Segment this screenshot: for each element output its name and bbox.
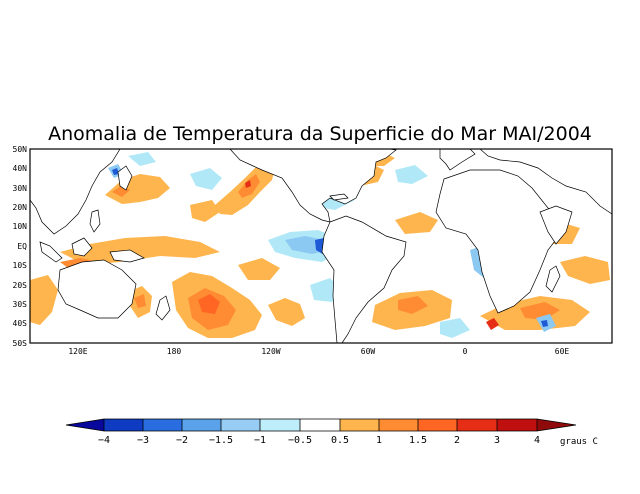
colorbar-label: −1 <box>254 435 266 446</box>
colorbar-label: 1.5 <box>409 435 427 446</box>
lon-tick-label: 0 <box>463 347 468 356</box>
cool-patch-north-pacific-west <box>190 168 222 190</box>
new-guinea-outline <box>109 249 145 263</box>
colorbar-segment <box>300 419 340 431</box>
europe-outline <box>439 148 476 171</box>
lon-tick-label: 120E <box>68 347 87 356</box>
lat-tick-label: 40S <box>13 319 28 328</box>
warm-patch-south-atlantic-core <box>398 296 428 314</box>
lat-tick-label: 50N <box>13 145 28 154</box>
colorbar-label: −4 <box>98 435 110 446</box>
colorbar-segment <box>340 419 379 431</box>
colorbar-label: 1 <box>376 435 382 446</box>
colorbar-label: −0.5 <box>288 435 312 446</box>
colorbar-units: graus C <box>560 437 598 447</box>
borneo-outline <box>71 237 93 257</box>
colorbar: −4 −3 −2 −1.5 −1 −0.5 0.5 1 1.5 2 3 4 gr… <box>65 418 598 447</box>
cool-patch-south-indian-core <box>541 320 548 327</box>
warm-patch-agulhas-hot <box>486 318 499 330</box>
colorbar-segment <box>182 419 221 431</box>
colorbar-segment <box>143 419 182 431</box>
lat-tick-label: 50S <box>13 339 28 348</box>
lon-tick-label: 60E <box>555 347 570 356</box>
longitude-axis: 120E 180 120W 60W 0 60E <box>68 347 569 356</box>
cool-patch-north-atlantic <box>395 165 428 184</box>
warm-patch-eastern-pacific-north <box>190 200 220 222</box>
warm-patch-warm-pool <box>60 236 220 265</box>
cool-patch-south-atlantic <box>440 318 470 338</box>
colorbar-segment <box>221 419 260 431</box>
colorbar-dividers <box>103 419 538 431</box>
colorbar-segment <box>537 419 576 431</box>
colorbar-segment <box>66 419 104 431</box>
madagascar-outline <box>545 265 561 293</box>
lat-tick-label: 20S <box>13 281 28 290</box>
warm-patch-indian-west-australia <box>30 275 58 325</box>
australia-outline <box>57 259 137 319</box>
cool-anomaly-patches <box>108 152 556 338</box>
philippines-outline <box>89 209 101 233</box>
colorbar-label: −3 <box>137 435 149 446</box>
warm-patch-tropical-atlantic <box>395 212 438 234</box>
colorbar-label: −2 <box>176 435 188 446</box>
lat-tick-label: EQ <box>17 242 27 251</box>
japan-outline <box>117 165 133 191</box>
lat-tick-label: 40N <box>13 164 28 173</box>
colorbar-segment <box>497 419 537 431</box>
warm-patch-tasman-core <box>134 294 146 308</box>
map-panel: 50N 40N 30N 20N 10N EQ 10S 20S 30S 40S 5… <box>13 145 613 356</box>
africa-outline <box>435 169 569 314</box>
south-america-outline <box>321 215 407 344</box>
map-title: Anomalia de Temperatura da Superficie do… <box>48 123 592 145</box>
lat-tick-label: 20N <box>13 203 28 212</box>
colorbar-segment <box>418 419 457 431</box>
warm-patch-indian-east <box>560 256 610 284</box>
lon-tick-label: 120W <box>261 347 280 356</box>
new-zealand-outline <box>155 295 171 321</box>
colorbar-segment <box>379 419 418 431</box>
colorbar-segment <box>104 419 143 431</box>
lon-tick-label: 180 <box>167 347 182 356</box>
cool-patch-japan-sea-core <box>112 168 119 175</box>
lat-tick-label: 10N <box>13 222 28 231</box>
lon-tick-label: 60W <box>361 347 376 356</box>
colorbar-label: 2 <box>454 435 460 446</box>
colorbar-label: 4 <box>534 435 540 446</box>
north-america-outline <box>229 148 397 223</box>
colorbar-label: 3 <box>494 435 500 446</box>
warm-patch-south-pacific-east <box>238 258 280 280</box>
warm-patch-south-pacific-hot <box>198 294 220 314</box>
lat-tick-label: 30S <box>13 300 28 309</box>
lat-tick-label: 30N <box>13 184 28 193</box>
map-frame <box>29 148 613 344</box>
colorbar-segment <box>260 419 300 431</box>
asia-pacific-outline <box>29 148 121 235</box>
latitude-axis: 50N 40N 30N 20N 10N EQ 10S 20S 30S 40S 5… <box>13 145 28 348</box>
sumatra-outline <box>39 241 63 263</box>
warm-patch-north-pacific-hot <box>245 180 251 188</box>
warm-patch-eastern-pacific-south <box>268 298 305 326</box>
colorbar-label: 0.5 <box>331 435 349 446</box>
lat-tick-label: 10S <box>13 261 28 270</box>
india-outline <box>539 205 573 245</box>
cool-patch-east-china <box>128 152 156 166</box>
colorbar-segment <box>457 419 497 431</box>
caribbean-islands-outline <box>329 193 349 201</box>
colorbar-label: −1.5 <box>209 435 233 446</box>
map-region-note: Global ocean, 50S to 50N <box>314 488 327 491</box>
